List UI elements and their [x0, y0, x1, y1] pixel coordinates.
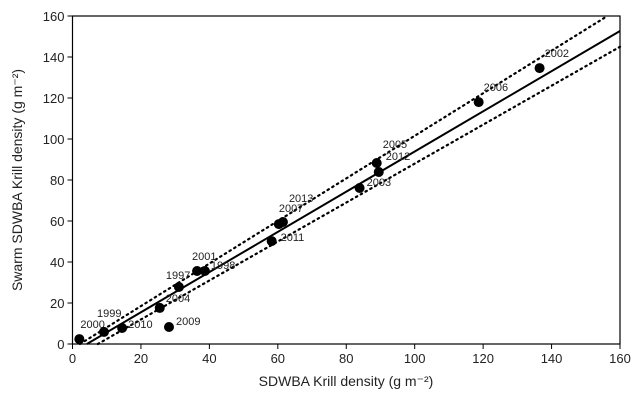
x-tick-label: 140 — [541, 351, 563, 366]
y-tick-label: 60 — [50, 214, 64, 229]
point-label: 2005 — [383, 139, 407, 151]
confidence-line — [96, 45, 622, 346]
data-point — [173, 282, 184, 293]
data-point — [163, 321, 174, 332]
x-tick-label: 100 — [404, 351, 426, 366]
data-point — [192, 266, 203, 277]
data-point — [354, 182, 365, 193]
point-label: 2007 — [279, 203, 303, 215]
point-label: 2001 — [192, 251, 216, 263]
point-label: 1997 — [166, 270, 190, 282]
point-label: 2002 — [545, 48, 569, 60]
data-point — [473, 97, 484, 108]
confidence-line — [78, 14, 609, 346]
point-label: 2012 — [386, 151, 410, 163]
point-label: 2003 — [367, 177, 391, 189]
y-tick-label: 40 — [50, 255, 64, 270]
point-label: 2011 — [281, 232, 305, 244]
x-tick-label: 0 — [69, 351, 76, 366]
point-label: 1999 — [97, 308, 121, 320]
y-tick-label: 120 — [43, 91, 65, 106]
point-label: 2004 — [166, 293, 190, 305]
y-tick-label: 0 — [57, 337, 64, 352]
data-point — [74, 334, 85, 345]
point-label: 2006 — [484, 82, 508, 94]
data-point — [266, 236, 277, 247]
data-point — [534, 63, 545, 74]
data-point — [199, 266, 210, 277]
data-point — [371, 157, 382, 168]
data-point — [154, 302, 165, 313]
data-point — [277, 217, 288, 228]
data-point — [98, 326, 109, 337]
y-tick-label: 140 — [43, 50, 65, 65]
y-tick-label: 100 — [43, 132, 65, 147]
point-label: 2009 — [176, 316, 200, 328]
x-tick-label: 40 — [202, 351, 216, 366]
data-point — [373, 167, 384, 178]
y-tick-label: 20 — [50, 296, 64, 311]
y-tick-label: 160 — [43, 9, 65, 24]
point-label: 2013 — [289, 193, 313, 205]
x-tick-label: 60 — [271, 351, 285, 366]
x-tick-label: 160 — [609, 351, 631, 366]
x-tick-label: 120 — [472, 351, 494, 366]
point-label: 1998 — [211, 260, 235, 272]
y-axis-label: Swarm SDWBA Krill density (g m⁻²) — [9, 69, 25, 291]
regression-line — [86, 30, 621, 345]
point-label: 2010 — [128, 319, 152, 331]
data-point — [117, 323, 128, 334]
y-tick-label: 80 — [50, 173, 64, 188]
point-label: 2000 — [80, 319, 104, 331]
x-tick-label: 80 — [339, 351, 353, 366]
x-axis-label: SDWBA Krill density (g m⁻²) — [259, 373, 434, 389]
x-tick-label: 20 — [134, 351, 148, 366]
